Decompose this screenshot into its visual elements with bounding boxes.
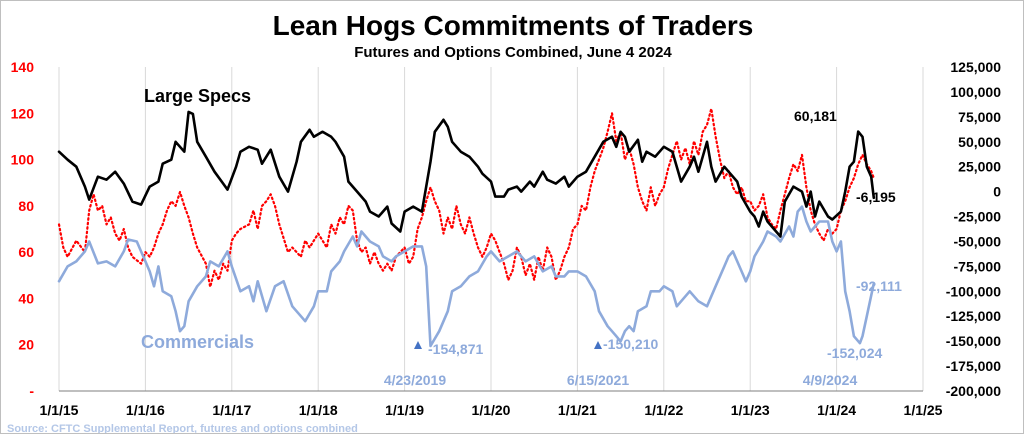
- y-left-tick-label: -: [29, 383, 34, 399]
- source-note: Source: CFTC Supplemental Report, future…: [7, 423, 358, 434]
- x-tick-label: 1/1/20: [472, 402, 511, 418]
- annotation-c-min-2019-val: -154,871: [428, 341, 483, 357]
- x-tick-label: 1/1/23: [731, 402, 770, 418]
- axes: 1/1/15 1/1/16 1/1/17 1/1/18 1/1/19 1/1/20 1/1/…: [11, 59, 1002, 418]
- annotation-c-min-2019-date: 4/23/2019: [384, 372, 446, 388]
- series-line-large-specs: [57, 110, 876, 238]
- annotation-large-specs-label: Large Specs: [144, 86, 251, 106]
- y-right-tick-label: -25,000: [954, 209, 1002, 225]
- x-tick-label: 1/1/17: [212, 402, 251, 418]
- y-right-tick-label: 0: [993, 184, 1001, 200]
- series-line-commercials: [57, 205, 876, 348]
- y-left-tick-label: 20: [18, 337, 34, 353]
- y-left-tick-label: 40: [18, 290, 34, 306]
- chart-subtitle: Futures and Options Combined, June 4 202…: [354, 44, 672, 61]
- annotation-c-min-2024-date: 4/9/2024: [803, 372, 858, 388]
- y-right-tick-label: 25,000: [958, 159, 1001, 175]
- series-layer: [57, 107, 876, 348]
- low-point-marker: [594, 341, 602, 349]
- y-right-tick-label: -125,000: [946, 308, 1001, 324]
- y-right-tick-label: 100,000: [950, 84, 1001, 100]
- annotations: Large Specs Commercials 60,181 -6,195 -92,11…: [141, 86, 902, 388]
- chart-title: Lean Hogs Commitments of Traders: [273, 10, 754, 41]
- y-right-tick-label: -50,000: [954, 233, 1002, 249]
- x-tick-label: 1/1/21: [558, 402, 597, 418]
- x-tick-label: 1/1/22: [644, 402, 683, 418]
- y-left-tick-label: 100: [11, 152, 35, 168]
- y-left-tick-label: 80: [18, 198, 34, 214]
- x-tick-label: 1/1/15: [40, 402, 79, 418]
- x-tick-label: 1/1/16: [126, 402, 165, 418]
- y-right-tick-label: 50,000: [958, 134, 1001, 150]
- y-right-tick-label: 125,000: [950, 59, 1001, 75]
- y-left-tick-label: 60: [18, 244, 34, 260]
- grid-lines: [58, 67, 924, 391]
- annotation-c-min-2021-val: -150,210: [603, 336, 658, 352]
- low-point-marker: [414, 341, 422, 349]
- y-right-tick-label: -200,000: [946, 383, 1001, 399]
- annotation-c-min-2021-date: 6/15/2021: [567, 372, 629, 388]
- x-tick-label: 1/1/19: [385, 402, 424, 418]
- x-tick-label: 1/1/25: [904, 402, 943, 418]
- y-right-tick-label: 75,000: [958, 109, 1001, 125]
- series-line-lean-hogs-price: [57, 107, 875, 288]
- y-right-tick-label: -100,000: [946, 283, 1001, 299]
- annotation-ls-max: 60,181: [794, 108, 837, 124]
- y-left-tick-label: 120: [11, 105, 35, 121]
- annotation-ls-last: -6,195: [856, 189, 896, 205]
- x-tick-label: 1/1/24: [817, 402, 856, 418]
- y-right-tick-label: -150,000: [946, 333, 1001, 349]
- annotation-c-min-2024-val: -152,024: [827, 345, 882, 361]
- y-left-tick-label: 140: [11, 59, 35, 75]
- annotation-c-last: -92,111: [856, 278, 902, 294]
- annotation-commercials-label: Commercials: [141, 332, 254, 352]
- y-right-tick-label: -75,000: [954, 258, 1002, 274]
- y-right-tick-label: -175,000: [946, 358, 1001, 374]
- x-tick-label: 1/1/18: [299, 402, 338, 418]
